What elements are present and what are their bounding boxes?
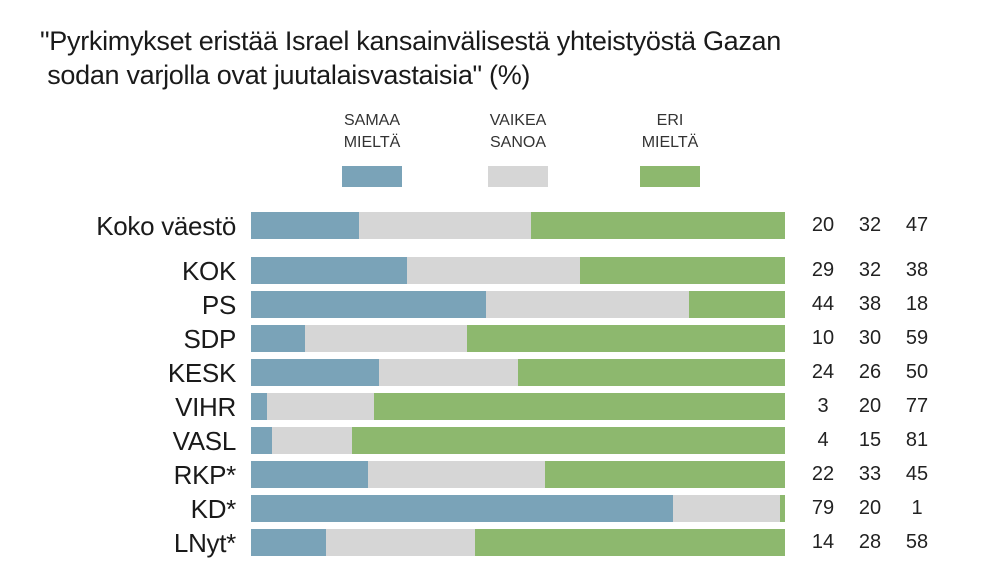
legend-label-line: SAMAA [343,112,400,129]
data-label: 38 [858,293,882,315]
data-label: 1 [911,497,923,519]
data-label: 10 [811,327,835,349]
category-label: KOK [181,256,236,286]
bar-segment [251,461,369,488]
data-label: 81 [905,429,929,451]
bar-segment [688,291,785,318]
chart-title: "Pyrkimykset eristää Israel kansainvälis… [40,26,781,90]
data-label: 29 [811,259,835,281]
bar-segment [379,359,518,386]
data-label: 22 [811,463,835,485]
bar-segment [267,393,374,420]
bar-segment [358,212,532,239]
data-label: 26 [858,361,882,383]
data-label: 33 [858,463,882,485]
data-label: 79 [811,497,835,519]
bar-segment [531,212,785,239]
legend-label-line: MIELTÄ [343,134,401,151]
legend-label: SAMAA MIELTÄ [332,110,412,154]
data-label: 44 [811,293,835,315]
bar-segment [251,495,673,522]
legend-label: VAIKEA SANOA [478,110,558,154]
bar-segment [272,427,353,454]
bar-segment [251,393,268,420]
bar-segment [672,495,780,522]
bar-segment [251,257,408,284]
bar-segment [251,325,305,352]
data-label: 38 [905,259,929,281]
data-label: 30 [858,327,882,349]
legend-swatch [640,166,700,187]
category-label: SDP [183,324,236,354]
data-label: 58 [905,531,929,553]
legend-label: ERI MIELTÄ [630,110,710,154]
bar-segment [485,291,689,318]
bar-segment [251,529,326,556]
data-label: 50 [905,361,929,383]
bar-segment [779,495,785,522]
bar-segment [352,427,785,454]
bar-segment [251,359,380,386]
category-label: VASL [172,426,237,456]
category-label: RKP* [173,460,237,490]
bar-segment [373,393,785,420]
bar-segment [304,325,467,352]
data-label: 3 [817,395,829,417]
bar-segment [251,212,359,239]
data-label: 32 [858,214,882,236]
bar-segment [368,461,545,488]
data-label: 20 [858,497,882,519]
category-label: KD* [190,494,237,524]
category-label: Koko väestö [96,211,236,241]
data-label: 28 [858,531,882,553]
data-label: 20 [811,214,835,236]
bar-segment [580,257,785,284]
data-label: 14 [811,531,835,553]
bar-segment [475,529,785,556]
bar-segment [466,325,785,352]
data-label: 24 [811,361,835,383]
legend-label-line: ERI [656,112,684,129]
category-label: KESK [167,358,236,388]
bar-segment [544,461,785,488]
bar-segment [407,257,581,284]
data-label: 32 [858,259,882,281]
legend-label-line: SANOA [489,134,546,151]
category-label: VIHR [175,392,236,422]
legend-label-line: MIELTÄ [641,134,699,151]
data-label: 4 [817,429,829,451]
legend-swatch [342,166,402,187]
category-label: PS [201,290,236,320]
data-label: 77 [905,395,929,417]
bar-segment [251,291,486,318]
data-label: 59 [905,327,929,349]
bar-segment [325,529,476,556]
legend-label-line: VAIKEA [489,112,547,129]
data-label: 15 [858,429,882,451]
bar-segment [251,427,273,454]
data-label: 18 [905,293,929,315]
bar-segment [518,359,785,386]
data-label: 45 [905,463,929,485]
legend-swatch [488,166,548,187]
data-label: 20 [858,395,882,417]
data-label: 47 [905,214,929,236]
category-label: LNyt* [173,528,236,558]
